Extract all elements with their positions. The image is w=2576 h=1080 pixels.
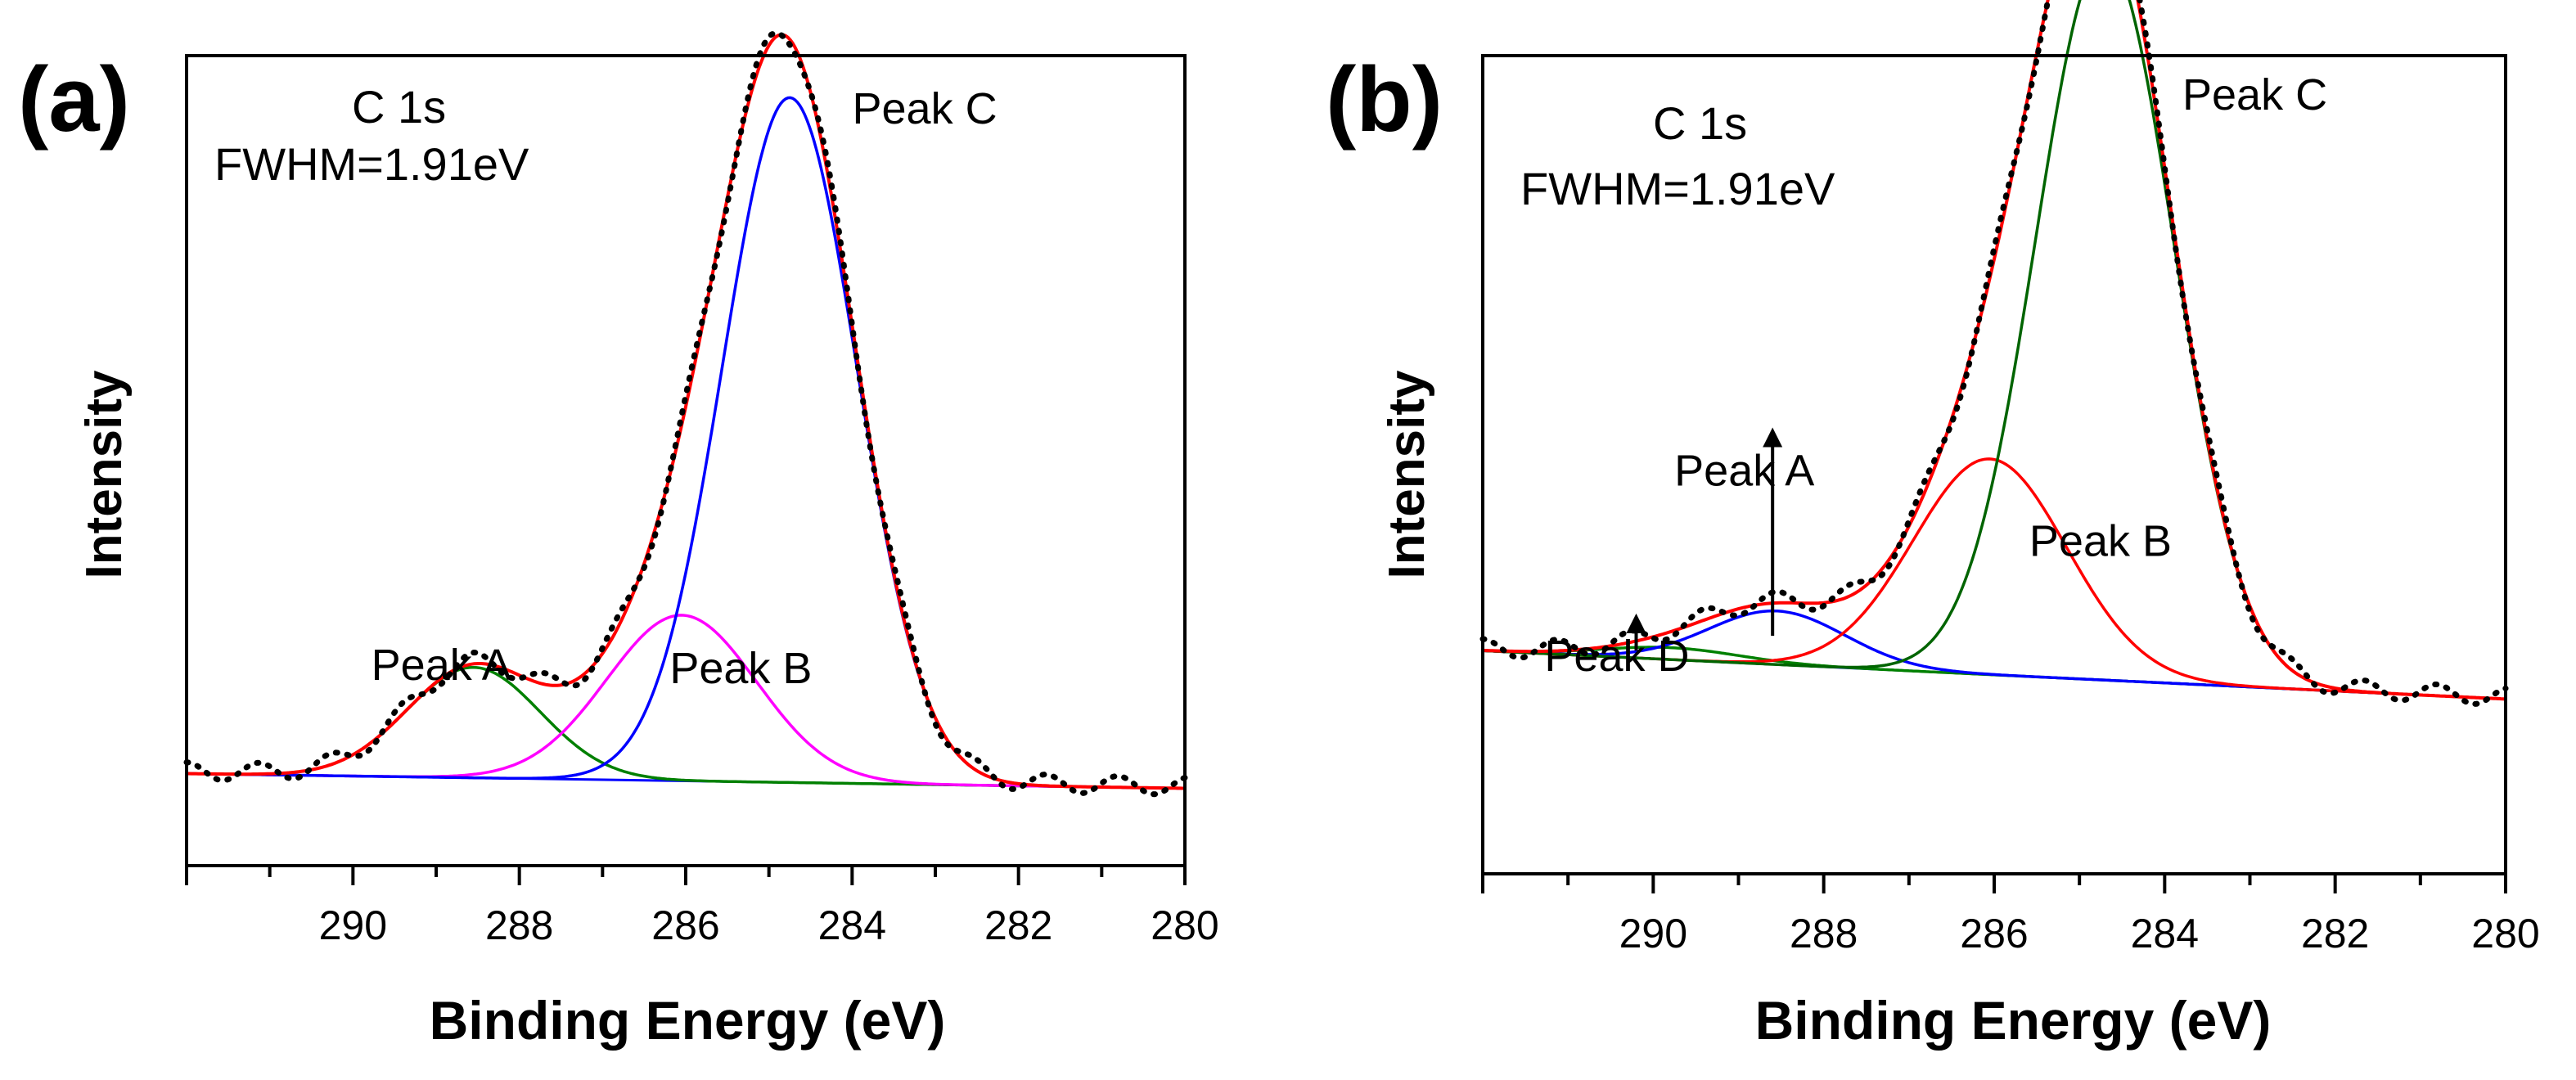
- panel-b-label-peak-c: Peak C: [2182, 70, 2327, 119]
- panel-b-tick-label-290: 290: [1619, 911, 1687, 956]
- panel-b-arrow-head-peak-a: [1763, 427, 1783, 448]
- panel-b-anno-c1s: C 1s: [1653, 97, 1747, 149]
- panel-a-anno-c1s: C 1s: [352, 81, 446, 133]
- panel-b-label-peak-a: Peak A: [1674, 446, 1814, 495]
- panel-b-peak-labels: Peak D Peak A Peak B Peak C: [1544, 70, 2327, 681]
- panel-a-ylabel: Intensity: [76, 370, 133, 578]
- panel-b-tick-label-282: 282: [2301, 911, 2369, 956]
- panel-a: (a) Intensity Binding Energy (eV) C 1s F…: [18, 29, 1219, 1051]
- panel-b-arrow-head-peak-d: [1626, 613, 1646, 633]
- panel-a-tick-label-280: 280: [1151, 902, 1218, 948]
- panel-b-frame: [1481, 54, 2507, 875]
- panel-b-ticks: 290 288 286 284 282 280: [1481, 874, 2540, 956]
- panel-a-tick-label-286: 286: [651, 902, 719, 948]
- panel-a-tick-label-290: 290: [319, 902, 387, 948]
- panel-b-envelope: [1482, 0, 2506, 701]
- panel-a-label-peak-b: Peak B: [669, 644, 812, 693]
- panel-b-label-peak-b: Peak B: [2029, 516, 2172, 565]
- panel-a-tick-label-288: 288: [485, 902, 553, 948]
- panel-a-envelope: [187, 33, 1185, 790]
- panel-a-tick-label-284: 284: [818, 902, 886, 948]
- panel-a-curves: [183, 29, 1188, 798]
- panel-a-label: (a): [18, 48, 130, 151]
- panel-b-tick-label-286: 286: [1960, 911, 2028, 956]
- panel-b-anno-fwhm: FWHM=1.91eV: [1520, 163, 1835, 214]
- panel-a-frame: [185, 54, 1187, 867]
- panel-b-label: (b): [1326, 48, 1443, 151]
- panel-b-curves: [1479, 0, 2509, 707]
- panel-b-arrows: [1626, 427, 1783, 651]
- panel-a-label-peak-a: Peak A: [372, 641, 511, 690]
- panel-b-tick-label-284: 284: [2131, 911, 2199, 956]
- panel-b-tick-label-288: 288: [1790, 911, 1858, 956]
- panel-a-tick-label-282: 282: [984, 902, 1052, 948]
- panel-b-tick-label-280: 280: [2471, 911, 2539, 956]
- panel-a-anno-fwhm: FWHM=1.91eV: [214, 138, 529, 190]
- panel-b-ylabel: Intensity: [1379, 370, 1435, 578]
- panel-a-label-peak-c: Peak C: [853, 84, 998, 133]
- panel-b-xlabel: Binding Energy (eV): [1755, 990, 2272, 1051]
- panel-b-label-peak-d: Peak D: [1544, 632, 1689, 681]
- panel-b: (b) Intensity Binding Energy (eV) C 1s F…: [1326, 0, 2540, 1051]
- panel-a-ticks: 290 288 286 284 282 280: [185, 866, 1219, 948]
- panel-a-xlabel: Binding Energy (eV): [430, 990, 946, 1051]
- panel-b-fit-peak-c: [1482, 0, 2506, 701]
- panel-a-peak-labels: Peak A Peak B Peak C: [372, 84, 998, 693]
- panel-b-measured-data: [1479, 0, 2509, 707]
